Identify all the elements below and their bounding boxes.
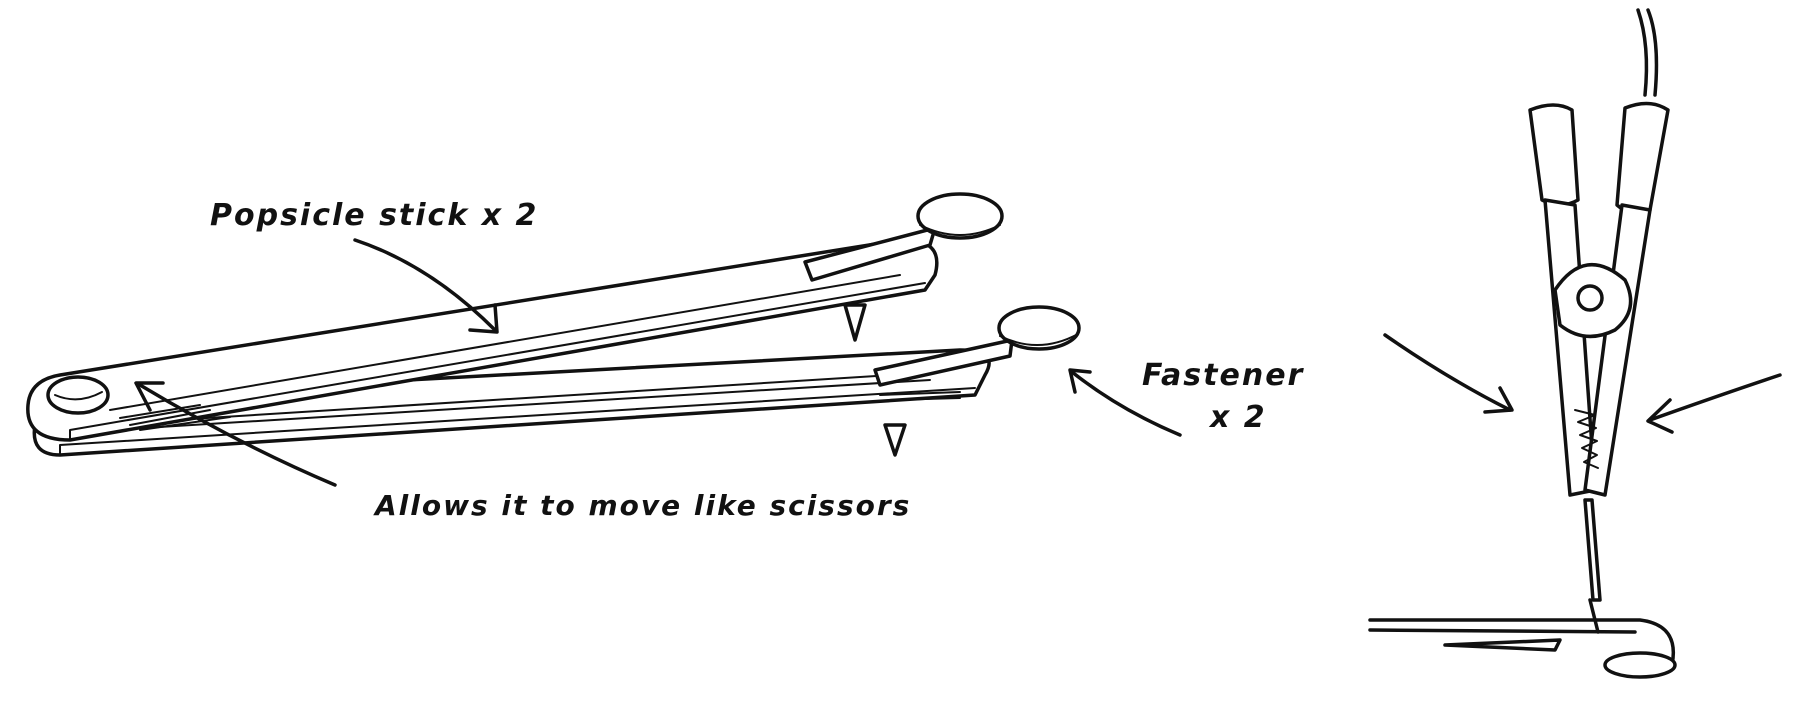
label-allows-scissors: Allows it to move like scissors <box>373 489 911 522</box>
popsicle-stick-assembly <box>26 192 1081 457</box>
arrow-fastener <box>1068 368 1182 437</box>
fastener-upper <box>803 192 1004 342</box>
label-fastener: Fastener <box>1142 358 1305 393</box>
label-fastener-count: x 2 <box>1208 400 1267 435</box>
arrow-allows <box>134 381 337 487</box>
popsicle-stick-upper <box>26 238 939 442</box>
alligator-clip-illustration <box>1368 8 1677 679</box>
arrow-popsicle <box>353 238 499 334</box>
arrow-squeeze-right <box>1646 373 1782 434</box>
pivot-hole <box>46 375 110 415</box>
fastener-lower <box>873 305 1081 457</box>
arrow-squeeze-left <box>1383 333 1514 414</box>
label-popsicle-stick: Popsicle stick x 2 <box>210 198 538 233</box>
